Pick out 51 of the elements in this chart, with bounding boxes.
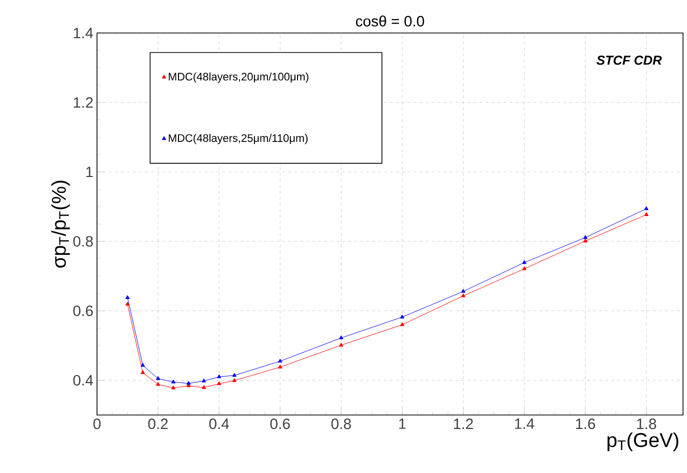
point: [400, 314, 404, 318]
point: [232, 372, 236, 377]
point: [202, 385, 206, 389]
x-tick-label: 0: [93, 418, 101, 430]
point: [216, 374, 222, 378]
point: [186, 380, 191, 385]
chart-title: cosθ = 0.0: [356, 16, 424, 26]
x-tick-label: 1.4: [515, 418, 534, 429]
x-tick-label: 0.4: [209, 418, 230, 430]
point: [339, 342, 344, 347]
point: [171, 385, 176, 390]
x-tick-label: 1.2: [454, 418, 473, 429]
x-tick-label: 1.8: [637, 418, 656, 430]
point: [644, 212, 649, 216]
y-tick-label: 1.4: [74, 28, 94, 38]
point: [202, 378, 206, 382]
x-axis-title: p$_{T}$(GeV): [608, 432, 678, 452]
point: [339, 335, 344, 340]
y-tick-label: 0.8: [73, 236, 93, 247]
point: [583, 238, 588, 242]
point: [140, 362, 145, 367]
x-tick-label: 0.8: [331, 418, 351, 430]
point: [461, 288, 466, 293]
y-tick-label: 0.6: [73, 306, 93, 316]
point: [216, 381, 222, 386]
x-tick-label: 0.6: [270, 418, 290, 430]
point: [232, 378, 236, 382]
point: [400, 322, 404, 326]
y-tick-label: 1: [86, 166, 93, 178]
point: [644, 206, 649, 210]
x-tick-label: 1.6: [576, 418, 596, 430]
point: [156, 382, 160, 386]
point: [125, 302, 130, 306]
legend-label: MDC(48layers,20μm/100μm): [168, 72, 308, 83]
point: [278, 364, 282, 368]
point: [156, 376, 160, 380]
legend-label: MDC(48layers,25μm/110μm): [168, 134, 308, 144]
point: [171, 380, 176, 384]
point: [140, 370, 145, 374]
y-axis-title: σp$_{T}$/p$_{T}$(%): [51, 180, 70, 268]
y-tick-label: 0.4: [73, 374, 94, 386]
point: [125, 295, 130, 299]
point: [522, 266, 526, 270]
y-tick-label: 1.2: [74, 97, 93, 108]
point: [522, 260, 526, 264]
annotation: STCF CDR: [596, 56, 662, 65]
point: [278, 358, 282, 363]
x-tick-label: 0.2: [148, 418, 168, 430]
x-tick-label: 1: [399, 418, 406, 429]
point: [583, 235, 588, 239]
point: [461, 293, 466, 298]
